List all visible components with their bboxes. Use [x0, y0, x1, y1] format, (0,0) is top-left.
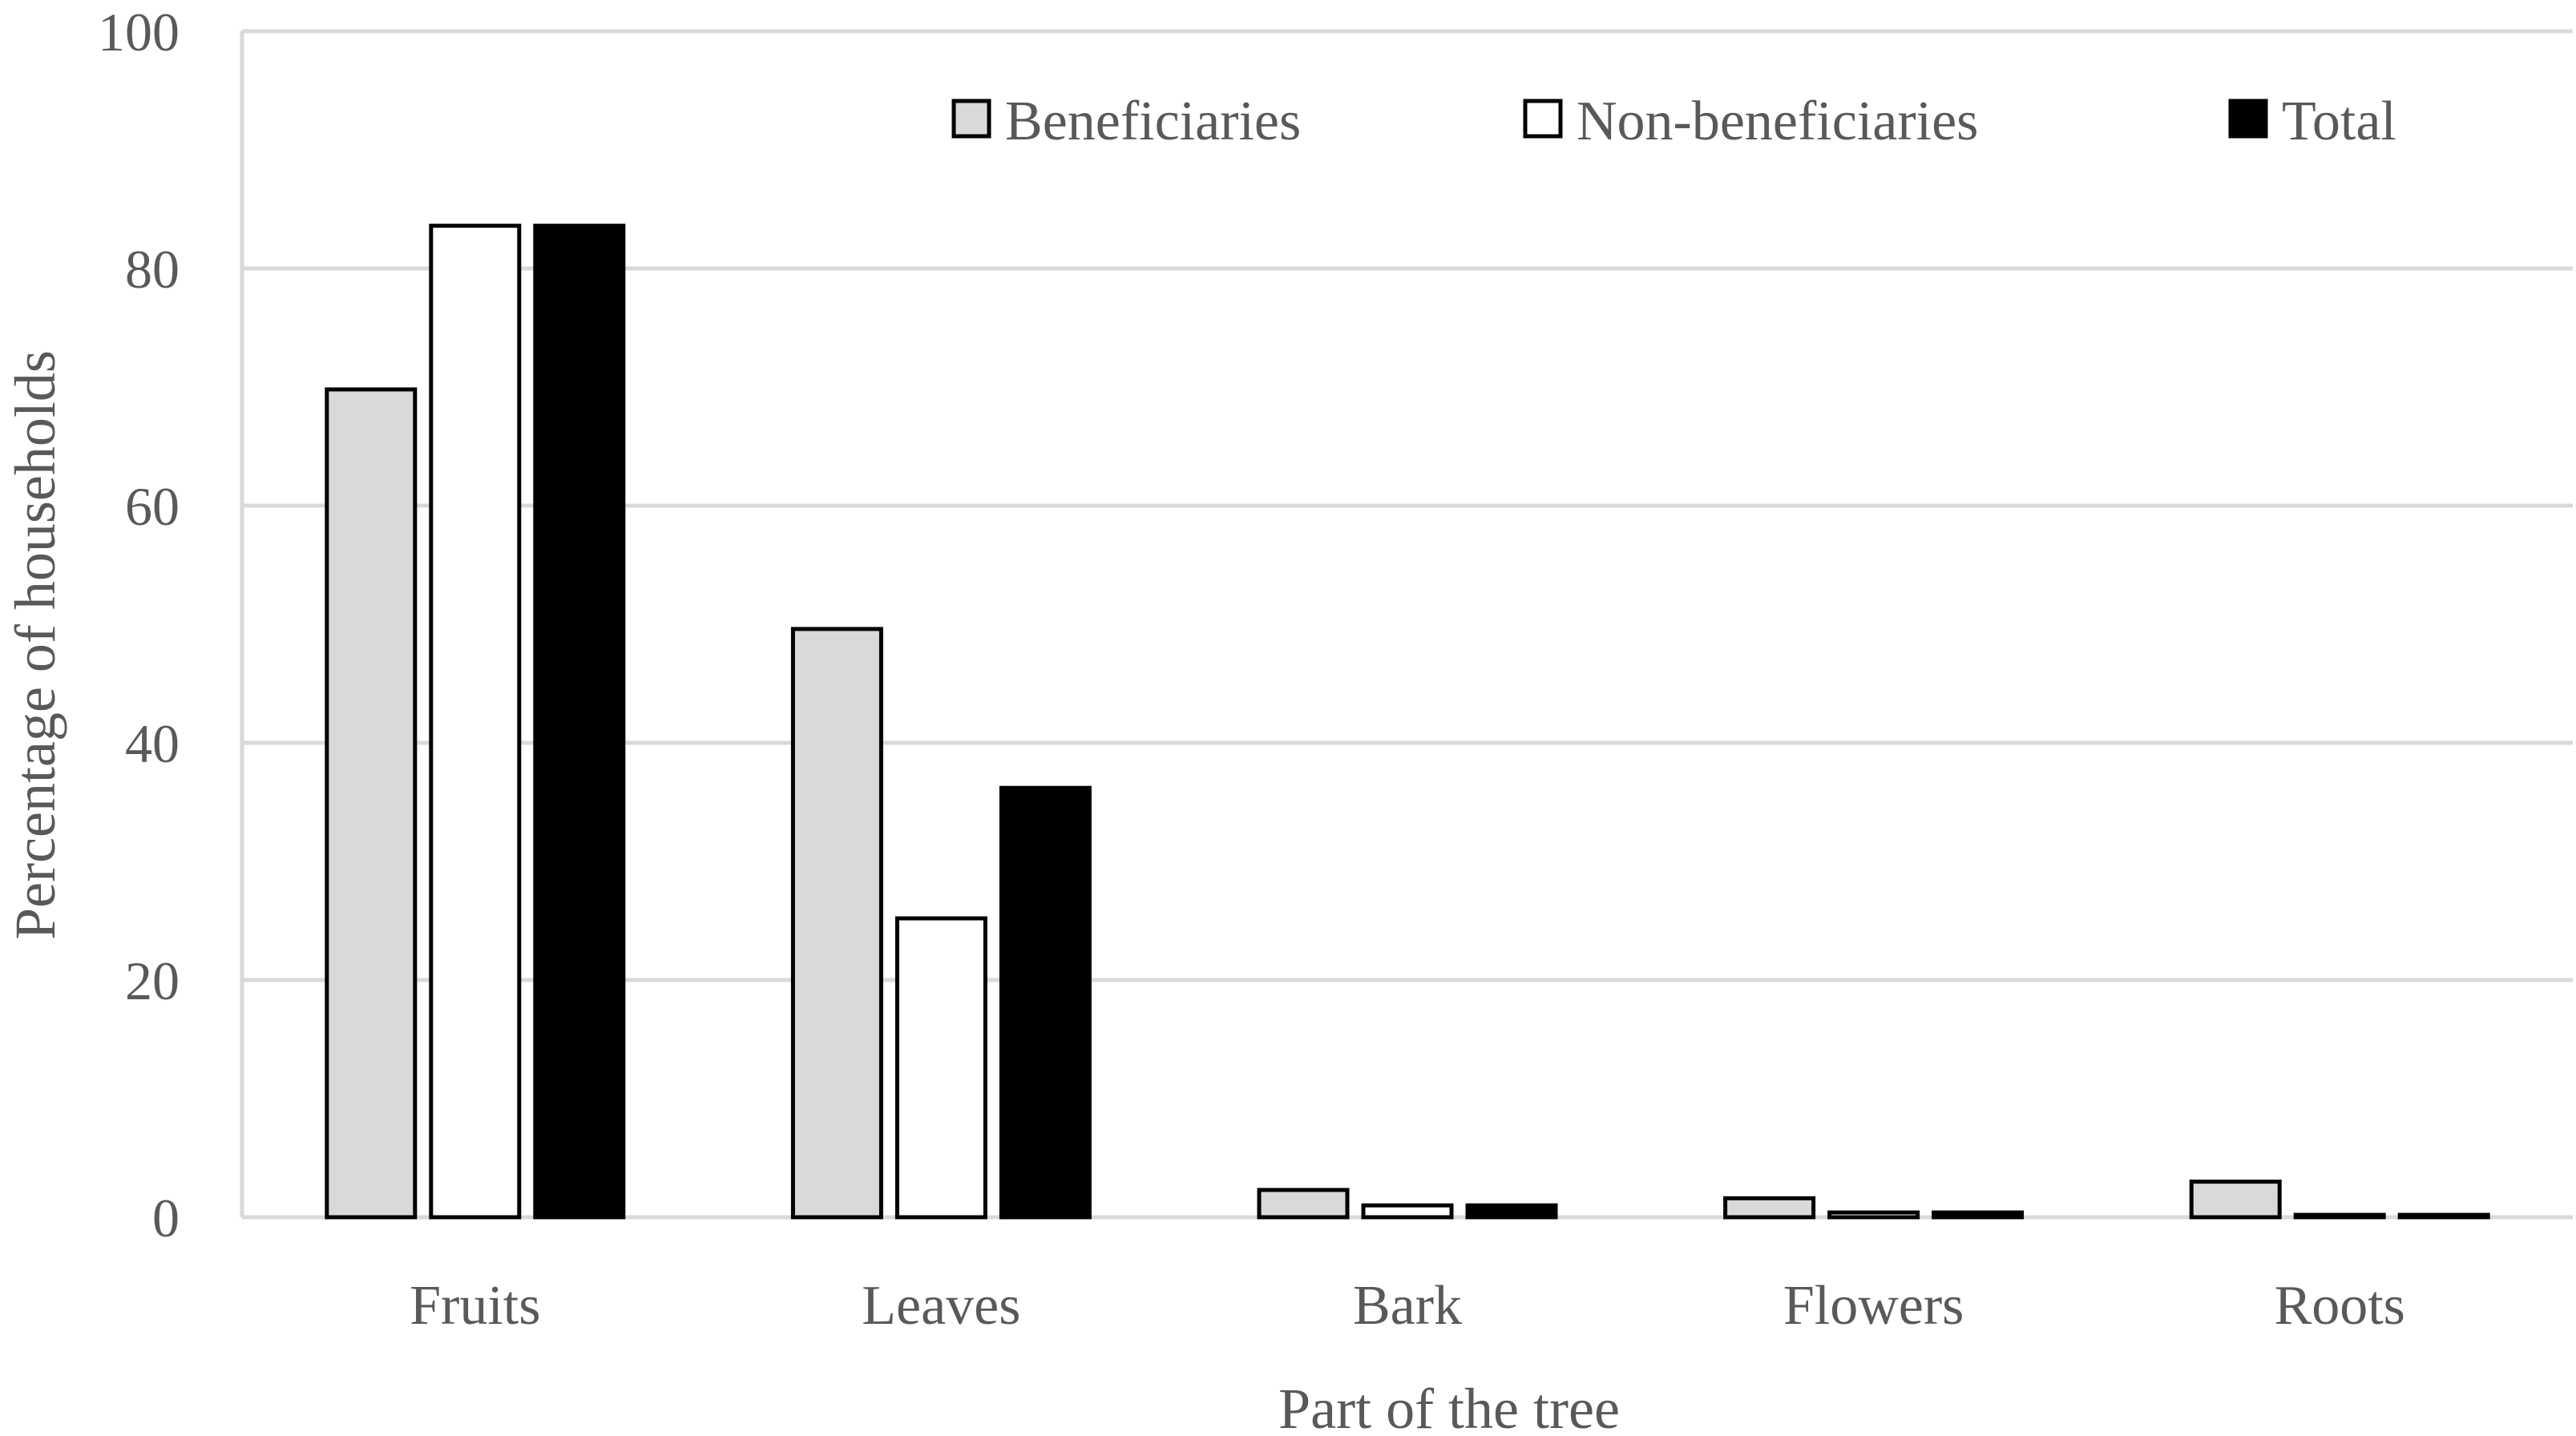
- y-tick-label: 0: [152, 1188, 180, 1248]
- bar-non-beneficiaries-bark: [1361, 1203, 1454, 1220]
- y-tick-label: 100: [98, 2, 180, 63]
- category-label-leaves: Leaves: [862, 1275, 1020, 1337]
- category-label-bark: Bark: [1353, 1275, 1462, 1337]
- bar-non-beneficiaries-roots: [2293, 1212, 2386, 1220]
- legend-label-total: Total: [2282, 91, 2396, 152]
- bar-total-fruits: [533, 224, 626, 1220]
- category-label-flowers: Flowers: [1783, 1275, 1964, 1337]
- legend-swatch-beneficiaries: [951, 99, 991, 139]
- y-tick-label: 20: [125, 950, 180, 1011]
- legend-swatch-total: [2228, 99, 2268, 139]
- bar-beneficiaries-flowers: [1723, 1196, 1816, 1220]
- bar-beneficiaries-fruits: [325, 387, 418, 1220]
- y-tick-label: 60: [125, 476, 180, 537]
- bar-total-leaves: [999, 785, 1092, 1220]
- legend-swatch-non-beneficiaries: [1523, 99, 1563, 139]
- bar-non-beneficiaries-flowers: [1827, 1210, 1920, 1220]
- category-label-fruits: Fruits: [410, 1275, 540, 1337]
- y-axis-title: Percentage of households: [3, 350, 67, 940]
- bar-non-beneficiaries-leaves: [894, 916, 987, 1220]
- bars: [325, 224, 2490, 1220]
- y-tick-label: 80: [125, 239, 180, 300]
- bar-total-roots: [2397, 1212, 2490, 1220]
- y-tick-label: 40: [125, 713, 180, 774]
- x-axis-title: Part of the tree: [1278, 1377, 1620, 1436]
- legend-label-non-beneficiaries: Non-beneficiaries: [1577, 91, 1978, 152]
- category-labels: Fruits Leaves Bark Flowers Roots: [410, 1275, 2405, 1337]
- legend: Beneficiaries Non-beneficiaries Total: [951, 91, 2396, 152]
- gridlines: [240, 29, 2573, 1220]
- bar-beneficiaries-leaves: [790, 627, 883, 1220]
- bar-non-beneficiaries-fruits: [429, 224, 522, 1220]
- legend-label-beneficiaries: Beneficiaries: [1005, 91, 1301, 152]
- bar-beneficiaries-bark: [1257, 1188, 1350, 1220]
- bar-beneficiaries-roots: [2189, 1180, 2282, 1220]
- bar-total-bark: [1465, 1203, 1558, 1220]
- y-tick-labels: 0 20 40 60 80 100: [98, 2, 180, 1248]
- bar-total-flowers: [1932, 1210, 2025, 1220]
- category-label-roots: Roots: [2275, 1275, 2405, 1337]
